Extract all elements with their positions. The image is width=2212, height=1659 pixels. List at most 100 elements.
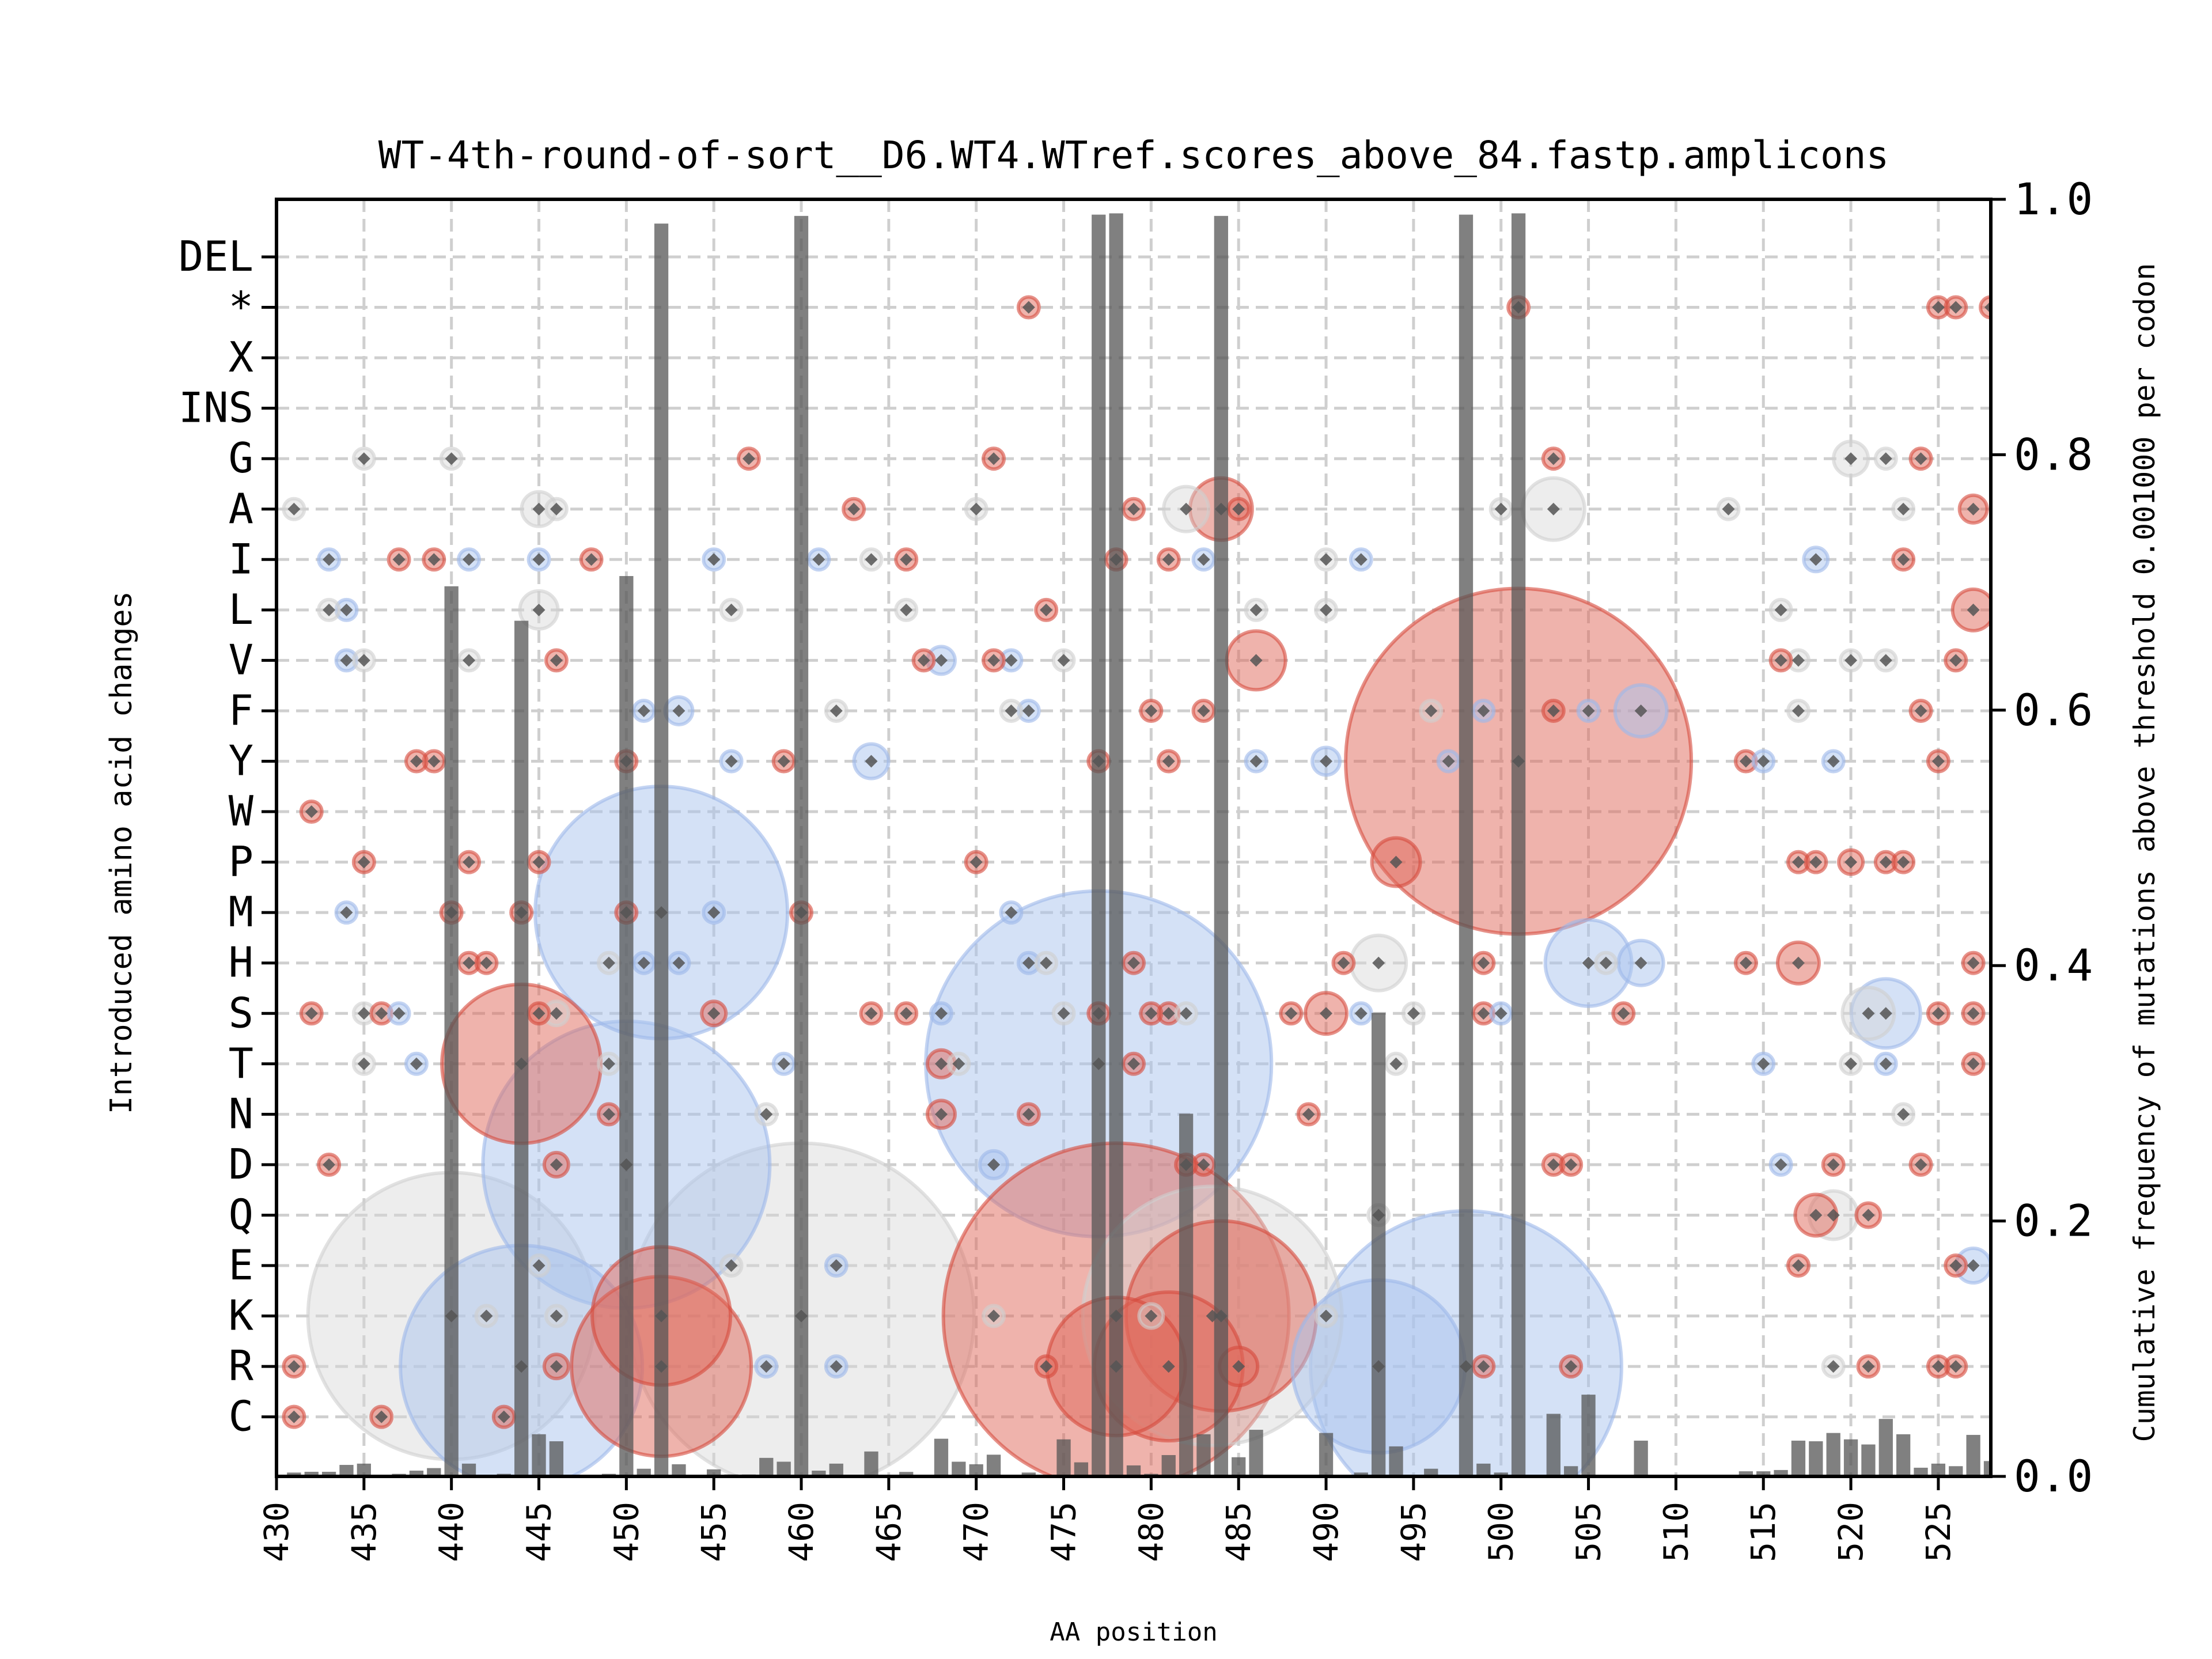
mutation-marker-icon	[357, 452, 370, 465]
mutation-marker-icon	[1897, 1108, 1910, 1121]
mutation-marker-icon	[392, 1007, 406, 1020]
mutation-marker-icon	[305, 805, 318, 819]
mutation-marker-icon	[1092, 1057, 1105, 1070]
x-tick-label: 500	[1482, 1502, 1521, 1562]
mutation-marker-icon	[1109, 553, 1123, 566]
mutation-marker-icon	[427, 755, 441, 768]
mutation-marker-icon	[480, 1309, 493, 1323]
mutation-marker-icon	[847, 502, 861, 516]
x-tick-label: 430	[257, 1502, 296, 1562]
mutation-marker-icon	[1931, 755, 1945, 768]
mutation-marker-icon	[515, 906, 528, 919]
frequency-bar	[777, 1461, 791, 1476]
mutation-marker-icon	[725, 755, 738, 768]
mutation-marker-icon	[1022, 301, 1035, 314]
mutation-marker-icon	[1512, 301, 1525, 314]
mutation-marker-icon	[1477, 956, 1490, 969]
mutation-marker-icon	[1214, 502, 1228, 516]
y-tick-label: E	[229, 1241, 253, 1289]
mutation-marker-icon	[1967, 1057, 1980, 1070]
mutation-marker-icon	[1774, 654, 1787, 667]
mutation-marker-icon	[1354, 553, 1368, 566]
mutation-marker-icon	[1547, 452, 1560, 465]
mutation-marker-icon	[1774, 1158, 1787, 1171]
mutation-marker-icon	[1547, 502, 1560, 516]
frequency-bar	[619, 576, 634, 1476]
mutation-marker-icon	[532, 553, 546, 566]
mutation-marker-icon	[707, 906, 721, 919]
mutation-marker-icon	[1827, 1360, 1840, 1373]
mutation-marker-icon	[1092, 1007, 1105, 1020]
x-tick-label: 445	[520, 1502, 559, 1562]
mutation-marker-icon	[445, 1309, 458, 1323]
frequency-bar	[1126, 1465, 1141, 1476]
mutation-marker-icon	[1879, 855, 1892, 869]
frequency-bar	[304, 1472, 319, 1476]
x-tick-label: 450	[607, 1502, 646, 1562]
mutation-marker-icon	[532, 1259, 546, 1272]
mutation-marker-icon	[1459, 1360, 1472, 1373]
frequency-bar	[1914, 1467, 1928, 1476]
mutation-marker-icon	[1862, 1007, 1875, 1020]
x-tick-label: 525	[1919, 1502, 1958, 1562]
mutation-marker-icon	[987, 1158, 1001, 1171]
mutation-marker-icon	[830, 704, 843, 717]
mutation-marker-icon	[410, 755, 423, 768]
frequency-bar	[654, 224, 669, 1476]
frequency-bar	[1896, 1434, 1911, 1476]
mutation-marker-icon	[1040, 603, 1053, 616]
mutation-marker-icon	[1162, 1007, 1175, 1020]
mutation-marker-icon	[1757, 1057, 1770, 1070]
frequency-bar	[1983, 1461, 1991, 1476]
mutation-marker-icon	[1372, 956, 1385, 969]
plot-frame	[275, 198, 1993, 1478]
mutation-marker-icon	[1232, 1360, 1245, 1373]
mutation-marker-icon	[1022, 704, 1035, 717]
mutation-marker-icon	[323, 1158, 336, 1171]
x-tick-label: 460	[782, 1502, 821, 1562]
mutation-marker-icon	[1967, 956, 1980, 969]
frequency-bar	[409, 1471, 424, 1476]
mutation-marker-icon	[1285, 1007, 1298, 1020]
mutation-marker-icon	[1057, 654, 1070, 667]
mutation-marker-icon	[1057, 1007, 1070, 1020]
frequency-bar	[1861, 1444, 1876, 1476]
mutation-marker-icon	[1302, 1108, 1315, 1121]
mutation-marker-icon	[969, 855, 983, 869]
frequency-bar	[1109, 213, 1123, 1476]
mutation-marker-icon	[1145, 1309, 1158, 1323]
mutation-marker-icon	[987, 1309, 1001, 1323]
mutation-marker-icon	[1320, 755, 1333, 768]
mutation-marker-icon	[515, 1360, 528, 1373]
y-tick-label: V	[229, 635, 253, 684]
frequency-bar	[1424, 1468, 1438, 1476]
mutation-marker-icon	[795, 906, 808, 919]
frequency-bar	[969, 1464, 983, 1476]
mutation-marker-icon	[865, 553, 878, 566]
y-tick-label: D	[229, 1140, 253, 1188]
frequency-bar	[1459, 214, 1474, 1476]
mutation-marker-icon	[1494, 502, 1508, 516]
frequency-bar	[1843, 1439, 1858, 1476]
mutation-marker-icon	[1809, 855, 1823, 869]
frequency-bar	[829, 1463, 843, 1476]
mutation-marker-icon	[1897, 553, 1910, 566]
mutation-marker-icon	[375, 1410, 388, 1423]
frequency-bar	[1949, 1466, 1963, 1476]
mutation-marker-icon	[1372, 1360, 1385, 1373]
frequency-bar	[1179, 1113, 1194, 1476]
mutation-marker-icon	[1442, 755, 1455, 768]
mutation-marker-icon	[463, 654, 476, 667]
mutation-marker-icon	[952, 1057, 965, 1070]
frequency-bar	[952, 1461, 966, 1476]
mutation-marker-icon	[1372, 1209, 1385, 1222]
x-tick-label: 465	[869, 1502, 908, 1562]
mutation-marker-icon	[934, 654, 948, 667]
mutation-marker-icon	[550, 654, 563, 667]
y-tick-label: K	[229, 1291, 254, 1340]
frequency-bar	[1319, 1433, 1334, 1476]
mutation-marker-icon	[602, 1057, 615, 1070]
x-tick-label: 475	[1044, 1502, 1084, 1562]
frequency-bar	[1249, 1430, 1263, 1476]
mutation-marker-icon	[1914, 452, 1927, 465]
